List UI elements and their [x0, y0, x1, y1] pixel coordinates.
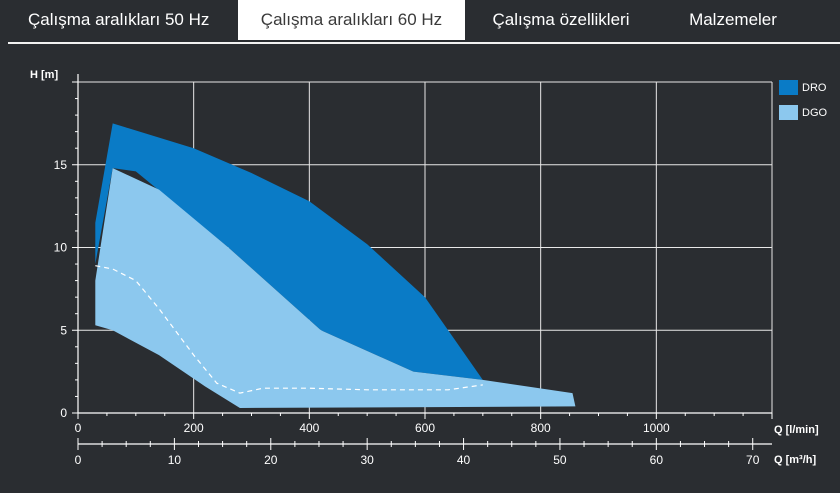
x2-tick-label: 20 — [264, 453, 278, 467]
tab-bar: Çalışma aralıkları 50 Hz Çalışma aralıkl… — [8, 0, 840, 44]
tab-operating-characteristics[interactable]: Çalışma özellikleri — [492, 10, 630, 29]
legend: DRO DGO — [779, 80, 828, 120]
legend-label-dro: DRO — [802, 82, 827, 94]
legend-swatch-dgo — [779, 105, 798, 120]
x2-tick-label: 0 — [75, 453, 82, 467]
y-tick-label: 5 — [60, 323, 67, 337]
series-area-dgo — [95, 168, 576, 408]
dashed-curve — [95, 265, 483, 394]
x2-tick-label: 10 — [168, 453, 182, 467]
y-tick-label: 15 — [54, 158, 68, 172]
x2-tick-label: 70 — [746, 453, 760, 467]
y-tick-label: 10 — [54, 241, 68, 255]
x-tick-label: 200 — [184, 421, 204, 435]
x-axis-label: Q [l/min] — [774, 424, 819, 436]
x-tick-label: 600 — [415, 421, 435, 435]
series-area-dro — [95, 123, 483, 380]
x2-tick-label: 30 — [360, 453, 374, 467]
legend-label-dgo: DGO — [802, 107, 828, 119]
x-tick-label: 1000 — [643, 421, 670, 435]
y-tick-label: 0 — [60, 406, 67, 420]
y-axis-label: H [m] — [30, 69, 58, 81]
x2-tick-label: 60 — [650, 453, 664, 467]
tab-operating-range-50hz[interactable]: Çalışma aralıkları 50 Hz — [28, 10, 210, 29]
legend-swatch-dro — [779, 80, 798, 95]
x2-tick-label: 40 — [457, 453, 471, 467]
x-tick-label: 800 — [531, 421, 551, 435]
x2-axis-label: Q [m³/h] — [774, 454, 816, 466]
chart-area: H [m] Q [l/min] Q [m³/h] 0 5 10 15 0 200 400 60… — [0, 44, 840, 488]
x-tick-label: 400 — [299, 421, 319, 435]
x-tick-label: 0 — [75, 421, 82, 435]
tab-operating-range-60hz[interactable]: Çalışma aralıkları 60 Hz — [238, 0, 465, 40]
tab-materials[interactable]: Malzemeler — [689, 10, 777, 29]
x2-tick-label: 50 — [553, 453, 567, 467]
